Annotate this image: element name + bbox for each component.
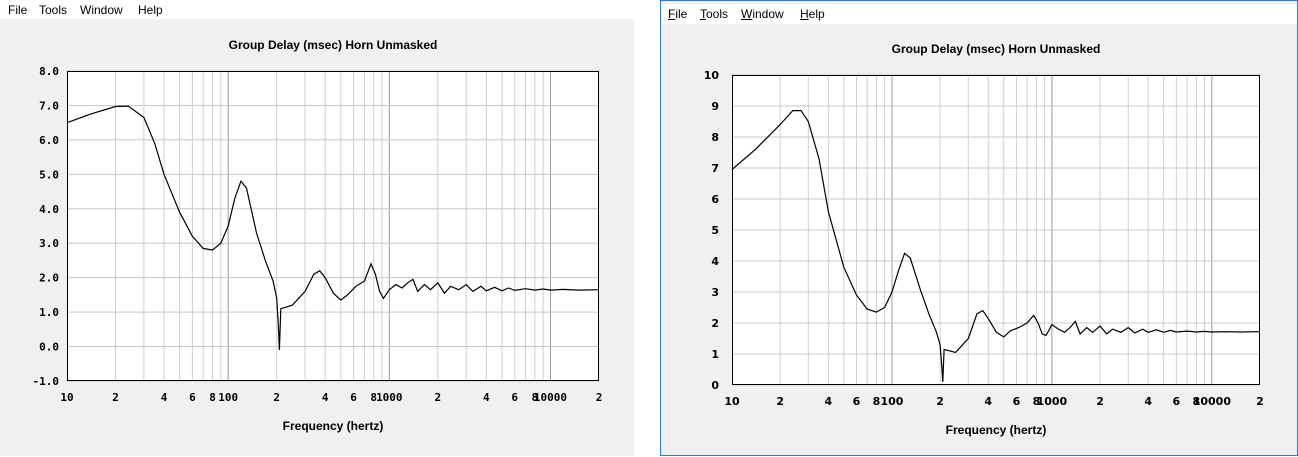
x-tick-label: 10 <box>724 395 740 408</box>
chart-title: Group Delay (msec) Horn Unmasked <box>229 38 438 52</box>
y-tick-label: 4.0 <box>39 203 59 216</box>
x-tick-label: 2 <box>435 391 442 404</box>
menu-window[interactable]: Window <box>80 3 123 17</box>
plot-area <box>67 71 599 381</box>
y-tick-label: 4 <box>711 255 719 268</box>
series-line <box>731 110 1261 382</box>
x-tick-label: 4 <box>483 391 490 404</box>
y-tick-label: 0.0 <box>39 341 59 354</box>
menu-tools[interactable]: Tools <box>700 7 729 21</box>
x-tick-label: 8 <box>873 395 881 408</box>
x-tick-label: 10 <box>60 391 73 404</box>
menu-file[interactable]: File <box>668 7 688 21</box>
x-tick-label: 4 <box>322 391 329 404</box>
x-axis-label: Frequency (hertz) <box>283 419 384 433</box>
x-tick-label: 8 <box>370 391 377 404</box>
chart-title: Group Delay (msec) Horn Unmasked <box>892 42 1101 56</box>
series-line <box>66 105 600 351</box>
y-tick-label: 9 <box>711 100 719 113</box>
y-tick-label: 7 <box>711 162 719 175</box>
x-tick-label: 6 <box>189 391 196 404</box>
x-tick-label: 10000 <box>1193 395 1232 408</box>
x-tick-label: 100 <box>218 391 238 404</box>
x-axis-label: Frequency (hertz) <box>946 423 1047 437</box>
menu-file[interactable]: File <box>8 3 28 17</box>
x-tick-label: 2 <box>776 395 784 408</box>
x-tick-label: 8 <box>1033 395 1041 408</box>
graph-window-left: File Tools Window Help -1.0 0.0 1.0 2.0 3.0 4… <box>0 0 634 456</box>
y-tick-label: 5 <box>711 224 719 237</box>
y-tick-label: 0 <box>711 379 719 392</box>
x-tick-label: 2 <box>112 391 119 404</box>
x-tick-label: 6 <box>853 395 861 408</box>
x-tick-label: 100 <box>880 395 903 408</box>
y-tick-label: 1 <box>711 348 719 361</box>
menu-help[interactable]: Help <box>138 3 163 17</box>
x-tick-label: 2 <box>273 391 280 404</box>
x-tick-label: 4 <box>161 391 168 404</box>
y-tick-label: 3.0 <box>39 237 59 250</box>
x-tick-label: 2 <box>596 391 603 404</box>
plot-frame <box>732 75 1260 385</box>
x-tick-label: 2 <box>936 395 944 408</box>
x-tick-label: 8 <box>209 391 216 404</box>
x-tick-label: 2 <box>1096 395 1104 408</box>
y-tick-label: 6 <box>711 193 719 206</box>
x-tick-label: 6 <box>511 391 518 404</box>
group-delay-chart-left: -1.00.01.02.03.04.05.06.07.08.010 2 4 6 8 100… <box>33 38 603 433</box>
x-tick-label: 4 <box>824 395 832 408</box>
x-tick-label: 1000 <box>1037 395 1068 408</box>
x-tick-label: 8 <box>1193 395 1201 408</box>
x-tick-label: 4 <box>1144 395 1152 408</box>
y-tick-label: 10 <box>704 69 720 82</box>
menu-tools[interactable]: Tools <box>39 3 68 17</box>
x-tick-label: 6 <box>1173 395 1181 408</box>
y-tick-label: 6.0 <box>39 134 59 147</box>
y-tick-label: 5.0 <box>39 168 59 181</box>
menu-help[interactable]: Help <box>800 7 825 21</box>
x-tick-label: 6 <box>350 391 357 404</box>
x-tick-label: 8 <box>532 391 539 404</box>
y-tick-label: 8.0 <box>39 65 59 78</box>
menu-bar: File Tools Window Help <box>0 0 634 19</box>
x-tick-label: 4 <box>984 395 992 408</box>
x-tick-label: 6 <box>1013 395 1021 408</box>
menu-bar: File Tools Window Help <box>661 4 1297 24</box>
plot-frame <box>67 71 599 381</box>
y-tick-label: 3 <box>711 286 719 299</box>
y-tick-label: 2.0 <box>39 272 59 285</box>
y-tick-label: -1.0 <box>33 375 60 388</box>
y-tick-label: 8 <box>711 131 719 144</box>
x-tick-label: 10000 <box>534 391 567 404</box>
y-tick-label: 7.0 <box>39 99 59 112</box>
x-tick-label: 1000 <box>376 391 403 404</box>
graph-window-right: File Tools Window Help 0 1 2 3 4 5 6 7 8 9 10 10 2 4 6… <box>660 0 1298 456</box>
y-tick-label: 1.0 <box>39 306 59 319</box>
x-tick-label: 2 <box>1256 395 1264 408</box>
menu-window[interactable]: Window <box>741 7 784 21</box>
y-tick-label: 2 <box>711 317 719 330</box>
